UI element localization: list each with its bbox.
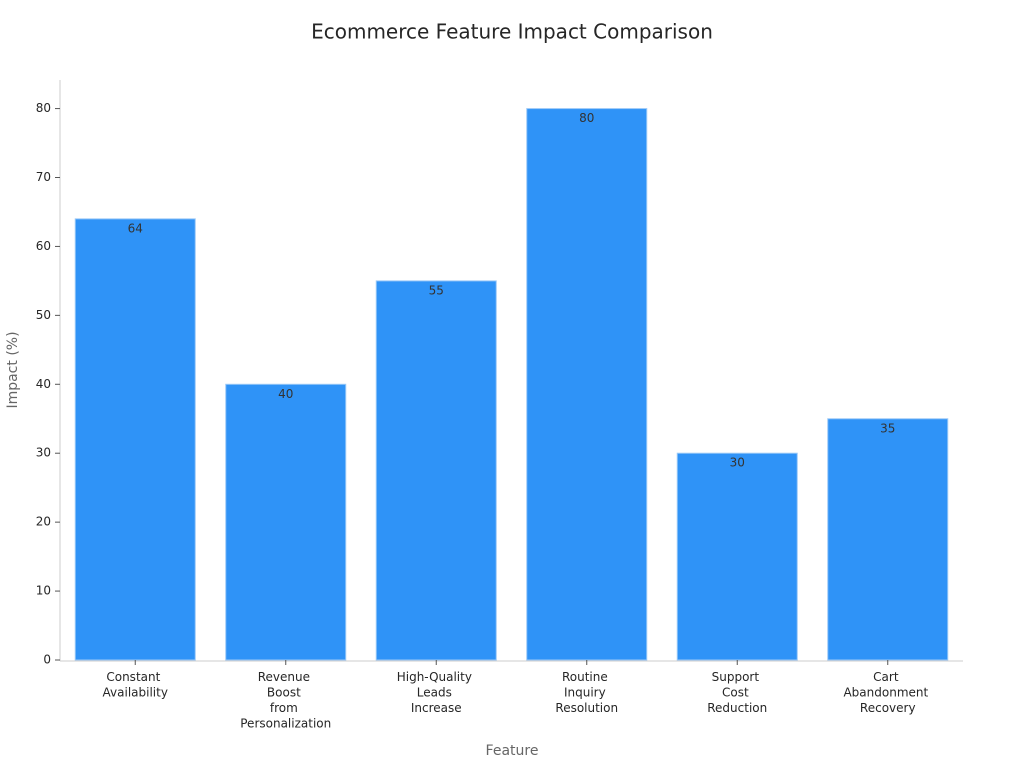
bar (375, 280, 497, 661)
bar (827, 418, 949, 661)
bar (676, 452, 798, 661)
bar (74, 218, 196, 661)
x-tick-label: Revenue Boost from Personalization (240, 670, 331, 731)
value-label: 80 (579, 111, 594, 125)
x-tick-label: Cart Abandonment Recovery (843, 670, 932, 715)
value-label: 30 (730, 456, 745, 470)
bar (225, 383, 347, 661)
value-label: 35 (880, 421, 895, 435)
y-tick-label: 40 (36, 377, 51, 391)
value-label: 40 (278, 387, 293, 401)
y-tick-label: 70 (36, 170, 51, 184)
chart-title: Ecommerce Feature Impact Comparison (311, 20, 713, 44)
value-label: 64 (128, 221, 143, 235)
y-tick-label: 50 (36, 308, 51, 322)
x-tick-label: Constant Availability (103, 670, 168, 700)
y-tick-label: 10 (36, 584, 51, 598)
x-axis-label: Feature (486, 743, 539, 759)
x-tick-label: Support Cost Reduction (707, 670, 767, 715)
y-tick-label: 20 (36, 515, 51, 529)
y-tick-label: 60 (36, 239, 51, 253)
bar (526, 108, 648, 661)
value-label: 55 (429, 283, 444, 297)
y-tick-label: 80 (36, 101, 51, 115)
y-axis-label: Impact (%) (5, 331, 21, 408)
x-tick-label: High-Quality Leads Increase (397, 670, 476, 715)
x-tick-label: Routine Inquiry Resolution (555, 670, 618, 715)
y-tick-label: 30 (36, 446, 51, 460)
y-tick-label: 0 (43, 653, 51, 667)
